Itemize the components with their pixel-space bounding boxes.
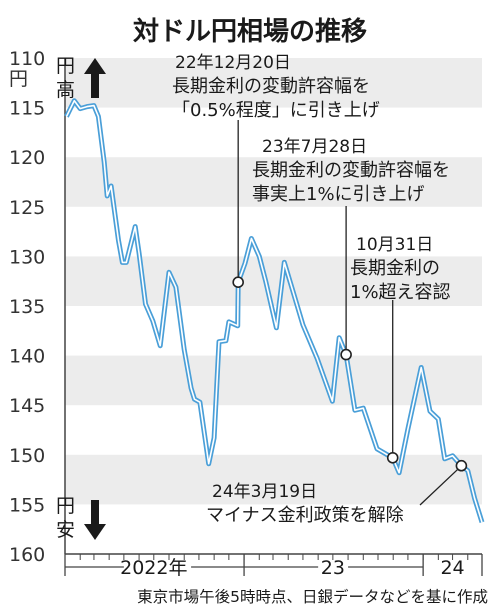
annotation-line: 「0.5%程度」に引き上げ: [172, 100, 380, 121]
annotation-date: 22年12月20日: [175, 53, 291, 73]
y-tick-label: 155: [9, 494, 45, 516]
up-arrow-icon: [84, 58, 106, 98]
annotation-leaders: [237, 120, 458, 506]
annotation-line: マイナス金利政策を解除: [206, 505, 404, 526]
series-line-inner: [65, 99, 483, 523]
annotation-line: 1%超え容認: [350, 282, 451, 303]
annotation-line: 事実上1%に引き上げ: [252, 184, 425, 205]
yen-weak-char1: 円: [56, 495, 75, 517]
y-tick-label: 130: [9, 246, 45, 268]
annotation-line: 長期金利の変動許容幅を: [172, 76, 370, 97]
annotation-date: 24年3月19日: [212, 482, 317, 502]
source-note: 東京市場午後5時時点、日銀データなどを基に作成: [137, 587, 488, 606]
x-year-label: 23: [321, 557, 345, 579]
annotation-marker: [386, 451, 399, 464]
annotation-marker: [232, 276, 244, 288]
y-tick-label: 120: [9, 147, 45, 169]
yen-weak-indicator: 円 安: [56, 495, 106, 541]
annotation-date: 23年7月28日: [262, 137, 367, 157]
y-tick-label: 110: [9, 48, 45, 70]
annotation-leader: [419, 469, 458, 506]
y-unit-label: 円: [9, 68, 28, 90]
annotation-texts: 22年12月20日長期金利の変動許容幅を「0.5%程度」に引き上げ23年7月28…: [172, 53, 451, 526]
x-year-label: 2022年: [120, 557, 187, 579]
grid-band: [65, 256, 482, 306]
y-tick-label: 160: [9, 544, 45, 566]
yen-weak-char2: 安: [56, 519, 75, 541]
y-tick-label: 115: [9, 98, 45, 120]
annotation-marker: [340, 348, 352, 361]
chart-title: 対ドル円相場の推移: [133, 17, 367, 47]
yen-strong-indicator: 円 高: [56, 55, 106, 101]
y-tick-labels: 110 115 120 125 130 135 140 145 150 155 160 円: [9, 48, 45, 566]
yen-strong-char2: 高: [56, 79, 75, 101]
down-arrow-icon: [84, 500, 106, 540]
series-lines: [64, 98, 485, 524]
grid-band: [65, 157, 482, 207]
y-tick-label: 145: [9, 395, 45, 417]
yen-strong-char1: 円: [56, 55, 75, 77]
y-tick-label: 140: [9, 346, 45, 368]
y-tick-label: 135: [9, 296, 45, 318]
x-year-label: 24: [440, 557, 464, 579]
x-axis: 2022年 23 24: [64, 554, 483, 579]
grid-band: [65, 58, 482, 108]
y-tick-label: 125: [9, 197, 45, 219]
grid-band: [65, 454, 482, 505]
grid-bands: [65, 58, 482, 505]
annotation-line: 長期金利の変動許容幅を: [252, 160, 450, 181]
annotation-markers: [232, 276, 468, 472]
annotation-line: 長期金利の: [350, 258, 440, 279]
y-tick-label: 150: [9, 445, 45, 467]
annotation-date: 10月31日: [356, 235, 433, 255]
annotation-marker: [455, 459, 468, 472]
